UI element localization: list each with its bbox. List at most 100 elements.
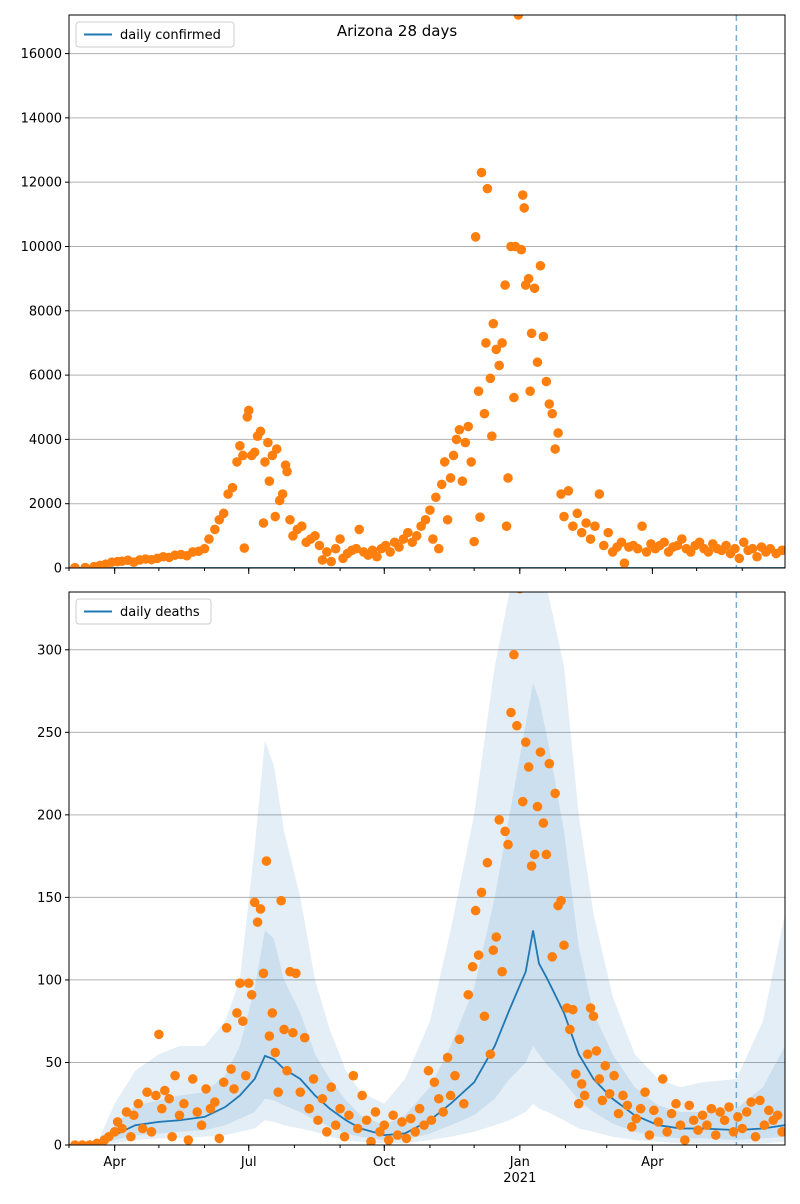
deaths-data-point: [77, 1140, 88, 1145]
deaths-data-point: [680, 1135, 690, 1145]
confirmed-data-point: [563, 486, 574, 496]
confirmed-data-point: [271, 444, 282, 454]
confirmed-data-point: [581, 518, 591, 528]
deaths-data-point: [159, 1085, 170, 1096]
deaths-data-point: [317, 1093, 328, 1104]
confirmed-data-point: [519, 203, 530, 213]
deaths-y-tick-label: 300: [37, 643, 62, 658]
confirmed-data-point: [249, 447, 260, 458]
deaths-data-point: [370, 1107, 381, 1117]
confirmed-data-point: [238, 450, 248, 461]
deaths-data-point: [476, 887, 487, 898]
chart-title: Arizona 28 days: [337, 22, 458, 40]
deaths-data-point: [183, 1135, 194, 1145]
deaths-data-point: [520, 737, 531, 748]
deaths-data-point: [737, 1123, 748, 1134]
deaths-data-point: [618, 1090, 628, 1101]
confirmed-data-point: [541, 376, 552, 387]
deaths-data-point: [565, 1024, 575, 1035]
deaths-x-tick-label: Jan: [509, 1155, 530, 1170]
deaths-data-point: [609, 1070, 619, 1081]
confirmed-y-tick-label: 6000: [29, 369, 62, 384]
confirmed-data-point: [428, 534, 438, 544]
deaths-data-point: [488, 945, 499, 956]
confirmed-y-tick-label: 4000: [29, 433, 62, 448]
confirmed-data-point: [526, 328, 537, 339]
deaths-data-point: [741, 1107, 752, 1117]
deaths-data-point: [201, 1084, 211, 1094]
confirmed-y-tick-label: 12000: [21, 176, 62, 191]
deaths-band: [69, 682, 785, 1145]
deaths-data-point: [491, 932, 502, 942]
deaths-data-point: [426, 1115, 437, 1126]
confirmed-data-point: [547, 408, 558, 419]
confirmed-data-point: [503, 473, 513, 483]
confirmed-data-point: [199, 543, 210, 554]
deaths-x-tick-label: Jul: [240, 1155, 257, 1170]
confirmed-y-tick-label: 10000: [21, 240, 62, 255]
deaths-data-point: [218, 1077, 229, 1088]
confirmed-data-point: [448, 450, 459, 461]
deaths-data-point: [750, 1131, 761, 1142]
confirmed-data-point: [553, 428, 563, 438]
deaths-data-point: [70, 1140, 80, 1145]
deaths-data-point: [582, 1049, 593, 1060]
deaths-data-point: [322, 1126, 332, 1137]
deaths-data-point: [326, 1082, 337, 1093]
confirmed-data-point: [501, 521, 512, 532]
confirmed-data-point: [619, 558, 630, 568]
deaths-data-point: [693, 1125, 703, 1135]
confirmed-data-point: [516, 244, 527, 255]
confirmed-data-point: [730, 543, 740, 554]
deaths-data-point: [459, 1098, 469, 1109]
deaths-data-point: [724, 1102, 734, 1112]
deaths-data-point: [579, 1090, 590, 1101]
deaths-y-ticks: 0 50 100 150 200 250 300: [37, 643, 69, 1154]
deaths-data-point: [92, 1138, 102, 1145]
deaths-data-point: [479, 1011, 490, 1022]
confirmed-data-point: [576, 527, 587, 538]
confirmed-data-point: [659, 537, 669, 548]
deaths-data-point: [246, 989, 257, 1000]
confirmed-data-point: [603, 527, 614, 538]
confirmed-data-point: [326, 556, 337, 567]
deaths-data-point: [388, 1110, 398, 1121]
confirmed-data-point: [494, 360, 504, 371]
deaths-data-point: [117, 1123, 127, 1134]
deaths-data-point: [746, 1097, 756, 1107]
confirmed-data-point: [258, 518, 269, 528]
deaths-data-point: [109, 1126, 120, 1137]
confirmed-data-point: [442, 514, 453, 525]
confirmed-data-point: [70, 562, 80, 568]
deaths-data-point: [467, 961, 478, 972]
confirmed-data-point: [568, 521, 578, 532]
deaths-data-point: [535, 747, 546, 757]
confirmed-data-point: [677, 534, 687, 544]
deaths-data-point: [392, 1130, 403, 1140]
confirmed-data-point: [263, 437, 273, 448]
deaths-data-point: [450, 1070, 460, 1081]
deaths-data-point: [383, 1135, 394, 1145]
confirmed-data-point: [485, 373, 496, 384]
deaths-data-point: [405, 1113, 416, 1124]
deaths-data-point: [133, 1098, 144, 1109]
deaths-data-point: [313, 1115, 323, 1126]
deaths-data-point: [576, 1079, 587, 1089]
deaths-data-point: [500, 826, 510, 837]
deaths-data-point: [733, 1112, 743, 1122]
deaths-data-point: [442, 1052, 453, 1063]
confirmed-y-tick-label: 14000: [21, 111, 62, 126]
deaths-data-point: [600, 1060, 611, 1071]
confirmed-data-point: [556, 489, 566, 499]
confirmed-data-point: [473, 386, 484, 396]
confirmed-data-point: [500, 280, 510, 290]
deaths-data-point: [164, 1093, 174, 1104]
confirmed-data-point: [469, 536, 479, 547]
deaths-data-point: [267, 1008, 278, 1018]
deaths-data-point: [526, 861, 537, 871]
deaths-data-point: [137, 1123, 148, 1134]
confirmed-data-point: [310, 531, 320, 541]
confirmed-y-tick-label: 2000: [29, 497, 62, 512]
